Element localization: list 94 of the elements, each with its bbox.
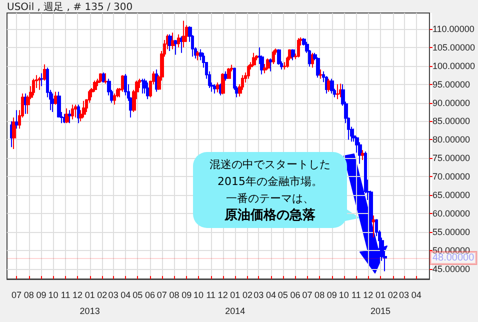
candlestick — [38, 76, 41, 90]
annotation: 原油価格の急落 — [224, 207, 316, 224]
candlestick — [141, 78, 144, 94]
y-tick-label: 85.00000 — [432, 116, 470, 126]
candlestick — [171, 32, 175, 50]
annotation: 一番のテーマは、 — [225, 191, 315, 207]
candlestick — [216, 82, 219, 93]
x-tick-label: 12 — [218, 290, 228, 300]
candlestick — [15, 110, 19, 130]
x-tick-label: 02 — [97, 290, 108, 300]
x-tick-label: 05 — [132, 290, 143, 300]
x-tick-label: 11 — [206, 290, 216, 300]
candlestick — [361, 150, 364, 161]
x-tick-label: 07 — [302, 290, 312, 300]
candlestick — [146, 82, 150, 100]
candlestick — [213, 84, 217, 94]
candlestick — [316, 56, 320, 78]
candlestick — [227, 68, 231, 80]
x-tick-label: 12 — [363, 290, 374, 300]
candlestick — [221, 72, 225, 95]
candlestick — [319, 69, 323, 80]
y-tick-label: 75.00000 — [432, 153, 470, 164]
candlestick — [252, 52, 256, 66]
y-tick-label: 90.00000 — [432, 98, 470, 108]
x-tick-label: 09 — [182, 290, 192, 300]
x-tick-label: 11 — [60, 290, 70, 300]
ref-line-label: 48.00000 — [432, 252, 475, 264]
candlestick — [71, 104, 74, 120]
y-tick-label: 110.00000 — [432, 24, 474, 34]
x-tick-label: 09 — [36, 290, 46, 300]
x-tick-label: 07 — [156, 290, 167, 300]
x-tick-label: 03 — [254, 290, 264, 300]
candlestick — [102, 72, 105, 83]
candlestick — [247, 64, 250, 80]
candlestick — [174, 39, 178, 56]
candlestick — [12, 117, 16, 150]
y-tick-label: 100.00000 — [432, 60, 476, 71]
candlestick — [291, 48, 295, 61]
candlestick — [272, 50, 275, 64]
x-tick-label: 04 — [411, 290, 422, 300]
x-tick-label: 06 — [290, 290, 300, 300]
x-tick-label: 11 — [352, 290, 361, 300]
x-tick-label: 10 — [194, 290, 204, 300]
y-tick-label: 80.00000 — [432, 134, 470, 145]
x-tick-label: 09 — [326, 290, 337, 300]
candlestick — [32, 78, 35, 96]
y-tick-label: 105.00000 — [432, 42, 476, 52]
x-tick-label: 12 — [72, 290, 82, 300]
candlestick — [277, 48, 281, 66]
candlestick — [372, 214, 375, 238]
x-tick-label: 04 — [120, 290, 131, 300]
candlestick — [99, 72, 102, 83]
candlestick — [68, 110, 72, 124]
candlestick — [77, 104, 80, 124]
x-tick-label: 02 — [388, 290, 398, 300]
x-tick-label: 06 — [144, 290, 155, 300]
candlestick — [196, 50, 200, 61]
y-tick-label: 55.00000 — [432, 227, 470, 238]
x-tick-label: 10 — [338, 290, 349, 300]
candlestick — [168, 34, 172, 52]
candlestick — [40, 72, 44, 87]
x-tick-label: 08 — [24, 290, 34, 300]
y-tick-label: 65.00000 — [432, 190, 470, 200]
annotation: 混迷の中でスタートした2015年の金融市場。 — [208, 157, 332, 190]
candlestick — [266, 58, 270, 70]
candlestick — [24, 93, 27, 114]
chart-title: USOil , 週足 , # 135 / 300 — [7, 1, 133, 14]
x-tick-label: 04 — [266, 290, 276, 300]
candlestick — [104, 72, 108, 84]
y-tick-label: 70.00000 — [432, 172, 470, 182]
candlestick — [339, 83, 342, 98]
candlestick — [82, 100, 86, 118]
candlestick — [269, 58, 272, 72]
y-tick-label: 60.00000 — [432, 208, 470, 219]
y-tick-label: 45.00000 — [432, 264, 470, 274]
y-tick-label: 95.00000 — [432, 79, 470, 90]
x-tick-label: 08 — [314, 290, 325, 300]
x-tick-label: 05 — [278, 290, 288, 300]
candlestick — [336, 84, 339, 100]
candlestick — [177, 34, 180, 48]
candlestick — [180, 36, 183, 54]
candlestick — [74, 104, 77, 118]
x-tick-label: 07 — [12, 290, 22, 300]
candlestick — [51, 93, 55, 113]
x-tick-label: 08 — [169, 290, 180, 300]
candlestick — [311, 52, 314, 68]
candlestick — [330, 78, 334, 94]
candlestick — [182, 20, 186, 48]
x-tick-label: 10 — [48, 290, 58, 300]
x-tick-label: 03 — [108, 290, 118, 300]
candlestick — [65, 108, 69, 124]
candlestick — [297, 38, 300, 58]
x-tick-label: 02 — [242, 290, 252, 300]
x-tick-label: 03 — [398, 290, 409, 300]
